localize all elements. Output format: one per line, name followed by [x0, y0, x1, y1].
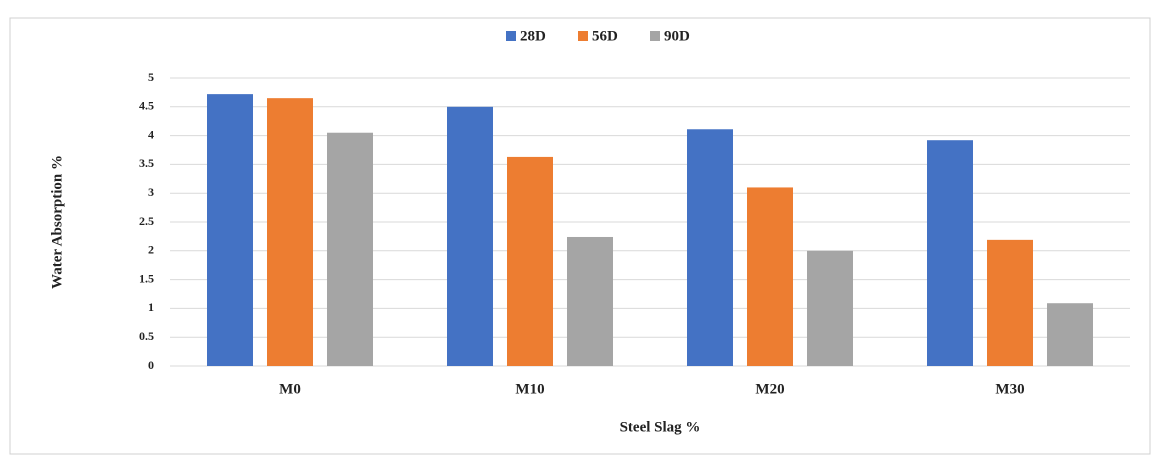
bar — [987, 239, 1033, 366]
y-tick-label: 1 — [148, 300, 154, 314]
legend-swatch — [506, 31, 516, 41]
bar — [807, 250, 853, 366]
y-tick-label: 4 — [148, 127, 154, 141]
bar — [447, 106, 493, 367]
y-axis-label: Water Absorption % — [49, 155, 65, 289]
y-tick-label: 0.5 — [139, 329, 154, 343]
y-tick-label: 3.5 — [139, 156, 154, 170]
y-tick-label: 2.5 — [139, 214, 154, 228]
bar — [747, 187, 793, 366]
legend-label: 90D — [664, 28, 690, 44]
bar — [327, 132, 373, 366]
legend-swatch — [578, 31, 588, 41]
bar — [267, 98, 313, 366]
x-tick-label: M20 — [755, 381, 784, 397]
legend-label: 28D — [520, 28, 546, 44]
y-tick-label: 4.5 — [139, 99, 154, 113]
x-tick-label: M0 — [279, 381, 301, 397]
bar — [687, 129, 733, 366]
x-tick-label: M10 — [515, 381, 544, 397]
y-tick-label: 0 — [148, 358, 154, 372]
legend-swatch — [650, 31, 660, 41]
bar — [927, 140, 973, 366]
legend-label: 56D — [592, 28, 618, 44]
bar — [1047, 303, 1093, 366]
chart-border — [9, 17, 1151, 455]
y-tick-label: 1.5 — [139, 271, 154, 285]
x-axis-label: Steel Slag % — [620, 419, 701, 435]
bar — [207, 94, 253, 367]
bar — [507, 156, 553, 366]
y-tick-label: 3 — [148, 185, 154, 199]
y-tick-label: 5 — [148, 70, 154, 84]
y-tick-label: 2 — [148, 243, 154, 257]
x-tick-label: M30 — [995, 381, 1024, 397]
bar — [567, 236, 613, 366]
